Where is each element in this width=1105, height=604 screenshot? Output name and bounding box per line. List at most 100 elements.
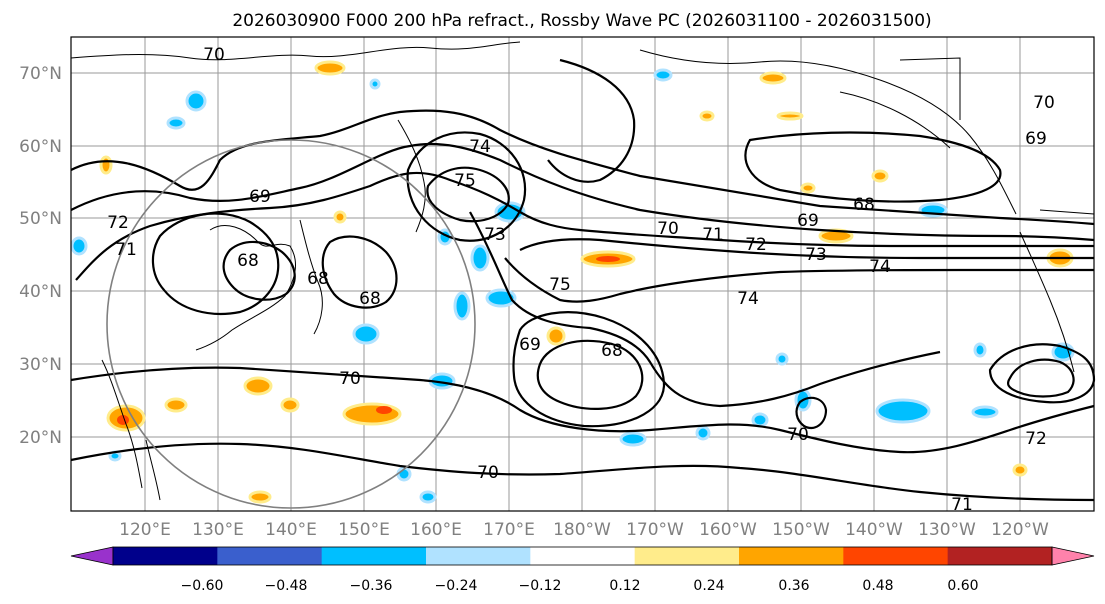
contour-label: 69 — [1025, 129, 1047, 149]
colorbar-tick-label: 0.24 — [693, 578, 724, 594]
lon-label: 140°W — [845, 520, 903, 540]
contour-label: 68 — [307, 269, 329, 289]
anomaly-patch — [875, 398, 931, 424]
lat-label-20n: 20°N — [19, 428, 62, 448]
anomaly-patch — [99, 155, 113, 175]
contour-label: 69 — [249, 187, 271, 207]
contour-label: 75 — [549, 275, 571, 295]
coastlines — [70, 41, 1095, 501]
longitude-labels: 120°E 130°E 140°E 150°E 160°E 170°E 180°… — [119, 520, 1049, 540]
anomaly-patch — [973, 342, 987, 358]
anomaly-patch — [1012, 463, 1028, 477]
colorbar-tick-labels: −0.60 −0.48 −0.36 −0.24 −0.12 0.12 0.24 … — [181, 578, 979, 594]
colorbar-tick-label: −0.24 — [435, 578, 478, 594]
anomaly-patch — [800, 182, 816, 194]
contour-label: 71 — [951, 495, 973, 515]
contour-label: 71 — [115, 240, 137, 260]
contour-label: 68 — [601, 341, 623, 361]
lat-label-70n: 70°N — [19, 64, 62, 84]
lon-label: 170°W — [626, 520, 684, 540]
lon-label: 160°W — [699, 520, 757, 540]
anomaly-patch — [619, 431, 647, 447]
lon-label: 130°E — [192, 520, 244, 540]
colorbar-segment — [426, 547, 531, 565]
lon-label: 150°W — [772, 520, 830, 540]
anomaly-patch — [695, 425, 711, 441]
colorbar-extend-min — [70, 546, 114, 566]
colorbar-segment — [113, 547, 218, 565]
contour-label: 68 — [853, 195, 875, 215]
lon-label: 120°E — [119, 520, 171, 540]
colorbar-tick-label: −0.60 — [181, 578, 224, 594]
anomaly-patch — [470, 244, 490, 272]
lat-label-50n: 50°N — [19, 209, 62, 229]
anomaly-patch — [775, 352, 789, 366]
contour-label: 68 — [237, 251, 259, 271]
colorbar-tick-label: 0.12 — [609, 578, 640, 594]
anomaly-patch — [653, 68, 673, 82]
contour-label: 73 — [805, 245, 827, 265]
region-circle — [106, 139, 476, 509]
anomaly-patch — [971, 405, 999, 419]
anomaly-patch — [342, 402, 402, 426]
lat-label-30n: 30°N — [19, 355, 62, 375]
colorbar-segment — [947, 547, 1053, 565]
anomaly-patch — [776, 111, 804, 121]
anomaly-patch — [117, 415, 129, 425]
contour-label: 74 — [469, 137, 491, 157]
colorbar-tick-label: 0.48 — [862, 578, 893, 594]
anomaly-patch — [369, 78, 381, 90]
colorbar-segment — [530, 547, 636, 565]
colorbar-segment — [634, 547, 740, 565]
anomaly-patch — [164, 397, 188, 413]
anomaly-patch — [453, 291, 471, 321]
anomaly-patch — [185, 90, 207, 112]
anomaly-patch — [376, 406, 392, 414]
colorbar-tick-label: −0.48 — [265, 578, 308, 594]
anomaly-patch — [596, 256, 620, 262]
colorbar-segment — [321, 547, 427, 565]
contour-label: 70 — [339, 369, 361, 389]
colorbar-frame — [112, 546, 1053, 566]
contour-label: 69 — [797, 211, 819, 231]
colorbar-segment — [843, 547, 949, 565]
colorbar-segment — [739, 547, 844, 565]
lon-label: 120°W — [991, 520, 1049, 540]
anomaly-patch — [166, 116, 186, 130]
anomaly-patch — [546, 326, 566, 346]
contour-label: 68 — [359, 289, 381, 309]
contour-label: 72 — [1025, 429, 1047, 449]
contour-label: 75 — [454, 171, 476, 191]
lon-label: 150°E — [338, 520, 390, 540]
lat-label-60n: 60°N — [19, 137, 62, 157]
colorbar-segment — [217, 547, 323, 565]
anomaly-patch — [751, 412, 769, 428]
anomaly-patch — [419, 490, 437, 504]
colorbar-tick-label: −0.36 — [350, 578, 393, 594]
figure-title: 2026030900 F000 200 hPa refract., Rossby… — [232, 11, 931, 31]
anomaly-patch — [280, 397, 300, 413]
latitude-labels: 70°N 60°N 50°N 40°N 30°N 20°N — [19, 64, 62, 448]
contour-label: 73 — [484, 225, 506, 245]
colorbar-extend-max — [1051, 546, 1095, 566]
anomaly-patch — [248, 490, 272, 504]
lat-label-40n: 40°N — [19, 282, 62, 302]
contour-label: 70 — [477, 463, 499, 483]
anomaly-patch — [699, 110, 715, 122]
lon-label: 140°E — [265, 520, 317, 540]
contour-label: 74 — [869, 257, 891, 277]
map-panel: 70 74 75 73 69 72 71 68 68 68 70 71 72 7… — [70, 36, 1096, 515]
lon-label: 130°W — [918, 520, 976, 540]
refractivity-contours — [70, 58, 1096, 502]
lon-label: 180°W — [553, 520, 611, 540]
contour-label: 69 — [519, 335, 541, 355]
anomaly-patch — [314, 60, 346, 76]
colorbar-tick-label: 0.36 — [778, 578, 809, 594]
contour-label: 70 — [1033, 93, 1055, 113]
anomaly-patch — [333, 210, 347, 224]
lon-label: 170°E — [483, 520, 535, 540]
anomaly-patch — [871, 169, 889, 183]
contour-label: 70 — [657, 219, 679, 239]
colorbar — [70, 546, 1095, 566]
